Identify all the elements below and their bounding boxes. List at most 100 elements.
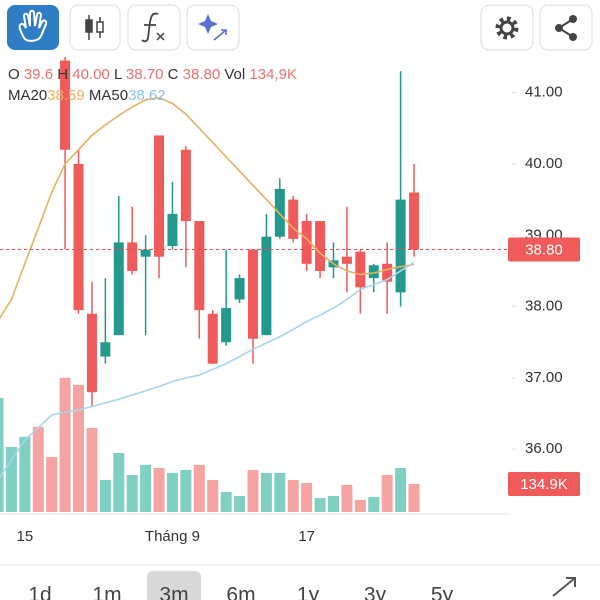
volume-bar (354, 499, 366, 512)
volume-bar (126, 475, 138, 512)
expand-icon[interactable] (552, 577, 576, 597)
candle-body (247, 249, 258, 339)
y-tick-label: 37.00 (525, 369, 563, 386)
legend-value: 134,9K (249, 66, 297, 83)
legend-value: 38.59 (47, 87, 85, 104)
legend-label: MA20 (8, 87, 47, 104)
volume-bar (0, 397, 4, 512)
candle-body (261, 236, 272, 336)
volume-bar (395, 467, 407, 512)
volume-bar (19, 436, 31, 512)
legend-value: 39.6 (24, 66, 53, 83)
fx-icon (141, 12, 159, 43)
volume-bar (260, 472, 272, 512)
x-tick-label: Tháng 9 (145, 528, 200, 545)
range-button[interactable]: 1y (297, 584, 320, 600)
volume-bar (220, 492, 232, 512)
legend-label: H (57, 66, 68, 83)
indicator-button[interactable] (127, 4, 181, 51)
candle-body (154, 135, 165, 257)
volume-bar (46, 456, 58, 512)
y-tick-label: 41.00 (525, 84, 563, 101)
candle-body (194, 221, 205, 311)
candle-body (100, 342, 111, 357)
candle-icon (85, 15, 104, 40)
legend-label: L (114, 66, 122, 83)
candle-body (86, 313, 97, 393)
settings-button[interactable] (480, 4, 534, 51)
toolbar (7, 4, 593, 51)
volume-bar (86, 427, 98, 512)
volume-bar (368, 497, 380, 512)
candle-body (315, 221, 326, 271)
volume-bar (314, 498, 326, 512)
legend-value: 38.62 (128, 87, 166, 104)
range-button[interactable]: 6m (226, 584, 255, 600)
legend-label: C (168, 66, 179, 83)
share-icon (555, 15, 577, 41)
x-tick-label: 15 (16, 528, 33, 545)
y-tick-label: 36.00 (525, 440, 563, 457)
legend-value: 40.00 (72, 66, 110, 83)
pan-button[interactable] (7, 5, 59, 50)
volume-bar (99, 480, 111, 512)
candle-body (395, 199, 406, 293)
candle-body (288, 199, 299, 239)
legend-value: 38.70 (126, 66, 164, 83)
candle-body (301, 221, 312, 264)
range-bar: 1d 1m 3m 6m 1y 3y 5y (28, 571, 454, 600)
hand-icon (18, 9, 48, 42)
candle-body (140, 249, 151, 257)
range-button[interactable]: 1m (92, 584, 121, 600)
fx-x-icon (156, 32, 165, 41)
candle-body (73, 163, 84, 311)
volume-bar (166, 472, 178, 512)
candle-body (113, 242, 124, 336)
volume-bar (408, 483, 420, 512)
range-button[interactable]: 3m (159, 584, 188, 600)
volume-bar (153, 467, 165, 512)
ma-legend: MA2038.59 MA5038.62 (8, 87, 166, 104)
y-tick-label: 40.00 (525, 155, 563, 172)
volume-bar (113, 453, 125, 512)
legend-label: Vol (224, 66, 245, 83)
volume-bar (32, 426, 44, 512)
gear-icon (495, 16, 519, 40)
candle-body (368, 265, 379, 279)
range-selected-bg (147, 571, 201, 600)
volume-bar (207, 480, 219, 512)
candle-body (60, 60, 71, 150)
ohlc-legend: O 39.6 H 40.00 L 38.70 C 38.80 Vol 134,9… (8, 66, 297, 83)
candle-body (167, 213, 178, 246)
volume-bar (234, 496, 246, 512)
range-button[interactable]: 1d (28, 584, 51, 600)
range-button[interactable]: 3y (364, 584, 387, 600)
volume-bar (287, 480, 299, 512)
candle-body (382, 263, 393, 282)
volume-bar (73, 384, 85, 512)
legend-value: 38.80 (183, 66, 221, 83)
last-price-label: 38.80 (525, 242, 563, 259)
ai-button[interactable] (186, 4, 240, 51)
candle-body (409, 192, 420, 250)
candle-body (127, 242, 138, 271)
volume-bar (193, 464, 205, 512)
range-button[interactable]: 5y (431, 584, 454, 600)
share-button[interactable] (539, 4, 593, 51)
candle-body (180, 149, 191, 222)
volume-bar (5, 446, 17, 512)
candle-type-button[interactable] (69, 4, 121, 51)
candle-body (234, 278, 245, 300)
volume-bar (328, 496, 339, 512)
volume-bar (341, 485, 353, 512)
legend-label: O (8, 66, 20, 83)
candle-body (207, 313, 218, 364)
last-volume-label: 134.9K (520, 476, 568, 493)
trend-icon (213, 29, 227, 41)
volume-bar (274, 472, 286, 512)
last-volume-tag (508, 471, 580, 496)
ma-line (0, 261, 415, 479)
